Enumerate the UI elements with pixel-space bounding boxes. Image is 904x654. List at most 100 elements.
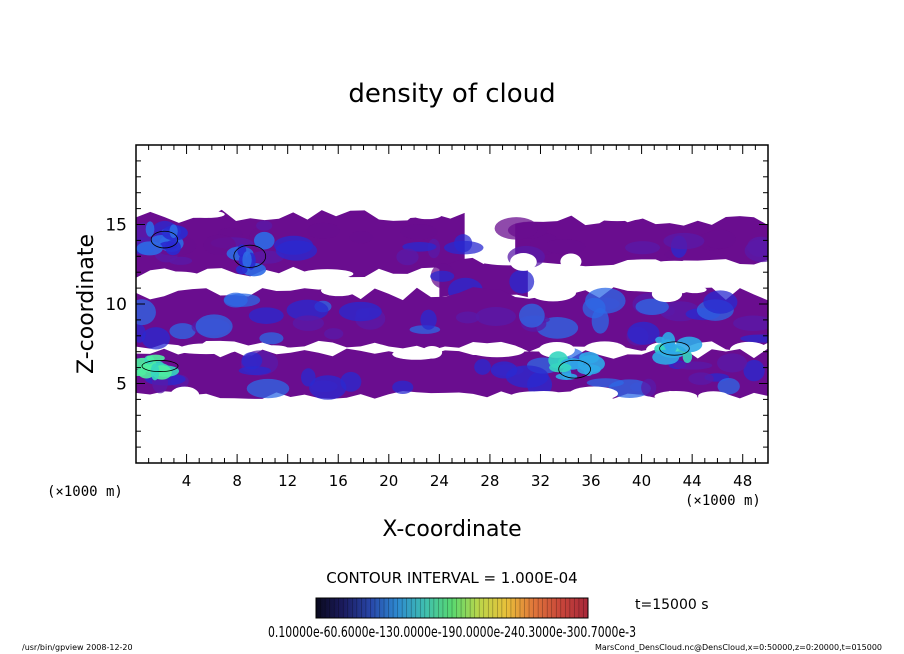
x-tick-label: 24: [430, 472, 449, 490]
cloud-density-cell: [490, 361, 518, 379]
x-tick-label: 36: [581, 472, 600, 490]
cloud-core-cell: [145, 221, 155, 237]
cloud-core-cell: [235, 265, 248, 275]
cloud-density-cell: [494, 217, 538, 240]
cloud-density-cell: [740, 334, 768, 343]
clear-gap: [469, 344, 525, 358]
cloud-density-cell: [349, 230, 374, 244]
cloud-density-cell: [169, 256, 193, 265]
cloud-density-cell: [136, 299, 156, 326]
x-unit-label-left: (×1000 m): [47, 484, 123, 500]
x-tick-label: 28: [480, 472, 499, 490]
clear-gap: [151, 271, 203, 282]
clear-gap: [586, 209, 648, 222]
chart-title: density of cloud: [348, 79, 555, 109]
clear-gap: [698, 391, 729, 402]
clear-gap: [560, 253, 582, 270]
cloud-density-cell: [300, 368, 316, 387]
cloud-density-cell: [286, 299, 329, 321]
cloud-density-cell: [475, 307, 517, 327]
cloud-core-cell: [242, 251, 252, 269]
contour-line: [150, 230, 179, 249]
cloud-density-cell: [338, 301, 382, 322]
cloud-density-cell: [203, 234, 236, 256]
cloud-density-cell: [625, 241, 661, 255]
x-axis-label: X-coordinate: [382, 517, 521, 542]
cloud-density-cell: [673, 361, 713, 370]
cloud-density-cell: [743, 359, 765, 382]
cloud-density-cell: [455, 311, 480, 324]
contour-line: [141, 360, 179, 372]
cloud-density-cell: [586, 378, 624, 388]
y-tick-label: 15: [105, 216, 127, 236]
cloud-core-cell: [661, 332, 676, 350]
cloud-density-cell: [509, 269, 535, 294]
cloud-density-cell: [309, 375, 347, 400]
colorbar-ticks: [320, 598, 584, 618]
cloud-density-cell: [136, 324, 146, 343]
cloud-density-cell: [443, 240, 484, 255]
cloud-density-cell: [635, 298, 669, 315]
cloud-density-cell: [430, 270, 455, 282]
cloud-density-cell: [223, 292, 248, 308]
contour-line: [558, 359, 591, 379]
x-tick-label: 44: [683, 472, 702, 490]
cloud-core-cell: [583, 365, 594, 376]
cloud-density-cell: [248, 307, 284, 324]
cloud-core-cell: [253, 231, 275, 250]
cloud-density-cell: [340, 371, 362, 392]
cloud-density-cell: [474, 359, 491, 375]
cloud-core-cell: [655, 336, 665, 344]
cloud-density-cell: [733, 315, 768, 332]
clear-gap: [682, 286, 707, 294]
cloud-density-cell: [246, 378, 290, 399]
cloud-density-cell: [392, 380, 414, 394]
cloud-density-cell: [420, 309, 437, 330]
cloud-density-cell: [141, 327, 171, 350]
cloud-density-cell: [544, 239, 586, 255]
footer-right: MarsCond_DensCloud.nc@DensCloud,x=0:5000…: [595, 643, 882, 652]
y-tick-label: 10: [105, 295, 127, 315]
clear-gap: [529, 284, 577, 302]
cloud-density-cell: [250, 250, 285, 264]
x-axis-ticks: 4 8 12 16 20 24 28 32 36 40 44 48: [148, 145, 756, 490]
cloud-density-cell: [259, 332, 284, 345]
cloud-core-cell: [137, 364, 155, 379]
clear-gap: [538, 341, 575, 358]
cloud-region-upper: [515, 214, 768, 267]
cloud-density-cell: [400, 224, 438, 240]
x-tick-label: 40: [632, 472, 651, 490]
colorbar: [315, 597, 589, 619]
cloud-core-cell: [579, 351, 600, 364]
cloud-core-cell: [146, 354, 165, 362]
x-tick-label: 4: [182, 472, 192, 490]
clear-gap: [301, 269, 354, 279]
clear-gap: [421, 345, 443, 359]
clear-gap: [651, 285, 683, 303]
cloud-density-cell: [292, 315, 325, 331]
cloud-core-cell: [165, 239, 181, 256]
clear-gap: [190, 210, 225, 218]
y-axis-label: Z-coordinate: [74, 234, 99, 374]
cloud-core-cell: [136, 241, 163, 256]
x-tick-label: 32: [531, 472, 550, 490]
cloud-density-cell: [641, 378, 657, 397]
cloud-density-cell: [238, 366, 272, 376]
cloud-core-cell: [652, 349, 680, 365]
contour-line: [659, 341, 690, 356]
colorbar-tick-labels: 0.10000e-60.6000e-130.0000e-190.0000e-24…: [268, 623, 636, 641]
clear-gap: [174, 345, 238, 355]
time-label: t=15000 s: [635, 597, 709, 613]
x-tick-label: 48: [733, 472, 752, 490]
contour-interval-label: CONTOUR INTERVAL = 1.000E-04: [326, 569, 577, 587]
cloud-density-cell: [688, 372, 714, 385]
clear-gap: [258, 345, 289, 352]
cloud-density-cell: [744, 239, 768, 263]
clear-gap: [647, 260, 702, 272]
cloud-density-cell: [256, 220, 273, 231]
cloud-density-cell: [396, 248, 419, 266]
cloud-density-cell: [703, 290, 738, 314]
x-unit-label-right: (×1000 m): [685, 493, 761, 509]
x-tick-label: 20: [379, 472, 398, 490]
clear-gap: [510, 253, 537, 271]
